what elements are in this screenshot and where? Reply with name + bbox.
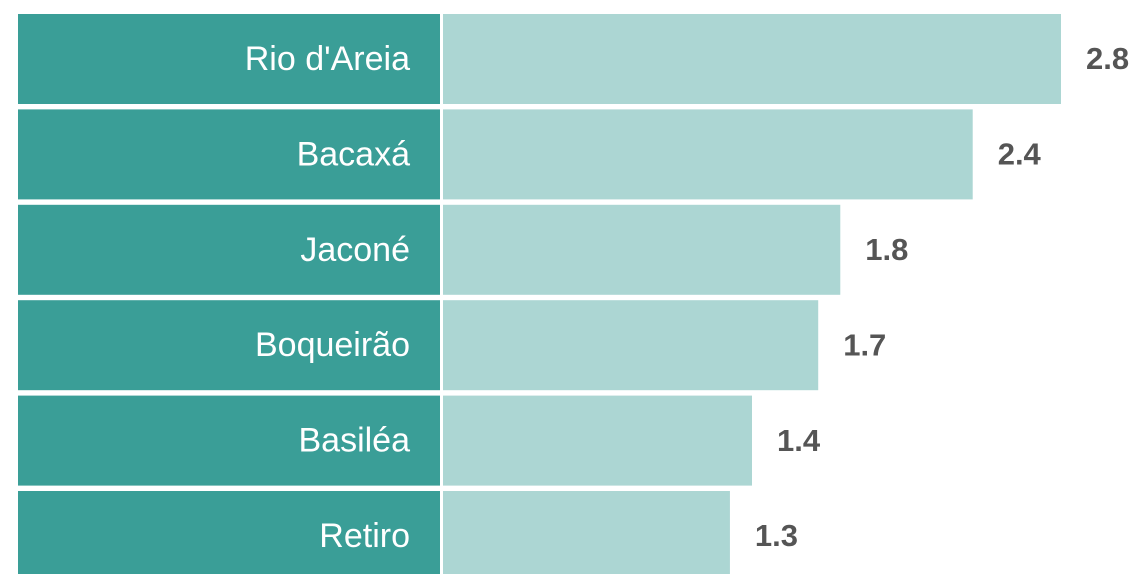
value-label: 1.8 [865,232,908,267]
bar [443,109,973,200]
category-box [18,395,440,486]
bar [443,204,841,295]
value-label: 1.7 [843,327,886,362]
category-label: Basiléa [298,422,410,460]
category-box [18,300,440,391]
category-label: Boqueirão [255,326,410,364]
category-box [18,491,440,574]
bar [443,491,730,574]
value-label: 2.8 [1086,41,1129,76]
category-label: Rio d'Areia [245,40,410,78]
value-label: 1.3 [755,518,798,553]
bar [443,14,1061,104]
value-label: 1.4 [777,423,821,458]
category-label: Jaconé [300,231,410,269]
category-label: Retiro [319,517,410,555]
bar [443,395,752,486]
bar [443,300,819,391]
value-label: 2.4 [998,137,1042,172]
category-box [18,204,440,295]
category-label: Bacaxá [297,135,410,173]
category-box [18,14,440,104]
category-box [18,109,440,200]
